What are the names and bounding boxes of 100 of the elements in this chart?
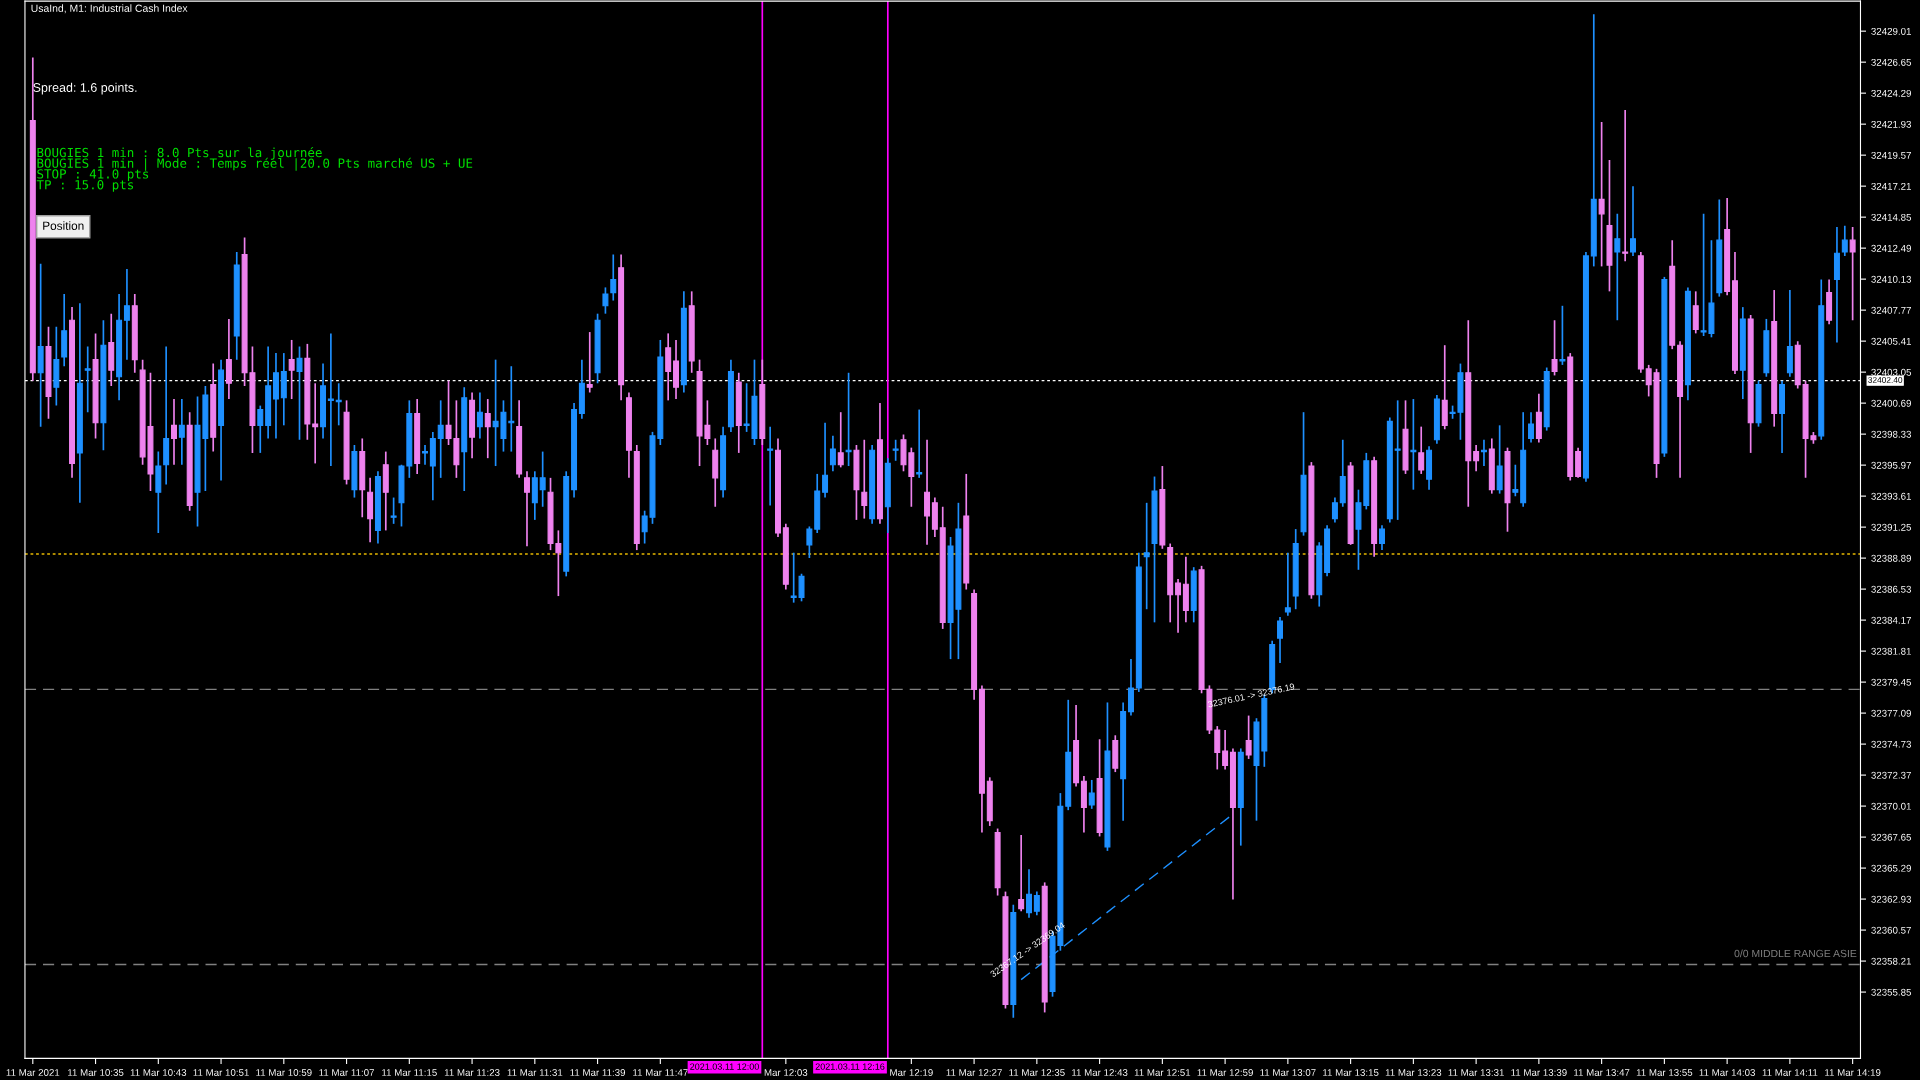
y-tick-label: 32355.85 — [1871, 988, 1912, 996]
y-tick-label: 32381.81 — [1871, 647, 1911, 655]
candlestick — [806, 525, 813, 559]
ref-line-label: 0/0 MIDDLE RANGE ASIE — [1734, 949, 1857, 958]
candlestick — [1473, 444, 1480, 473]
x-tick-label: 11 Mar 12:35 — [1009, 1069, 1065, 1076]
ref-line-label: 2021.03.11 12:00 — [690, 1063, 759, 1070]
candlestick — [476, 391, 483, 440]
candlestick — [312, 382, 319, 465]
candlestick — [296, 345, 303, 441]
x-tick-label: 11 Mar 2021 — [6, 1069, 60, 1076]
candlestick — [327, 332, 334, 467]
y-tick-label: 32400.69 — [1871, 399, 1911, 407]
candlestick — [171, 398, 177, 466]
x-tick-label: Mar 12:03 — [764, 1069, 808, 1076]
y-tick-label: 32405.41 — [1871, 337, 1911, 345]
y-tick-label: 32412.49 — [1871, 244, 1911, 252]
candlestick — [1512, 463, 1519, 498]
annotation: TP : 15.0 pts — [36, 179, 134, 192]
x-tick-label: 11 Mar 12:27 — [946, 1069, 1002, 1076]
candlestick — [437, 399, 444, 479]
candlestick — [861, 438, 868, 520]
y-tick-label: 32386.53 — [1871, 585, 1912, 593]
x-tick-label: 11 Mar 13:15 — [1323, 1069, 1379, 1076]
x-tick-label: 11 Mar 11:31 — [507, 1069, 563, 1076]
candlestick — [1614, 213, 1621, 322]
x-tick-label: 11 Mar 10:59 — [256, 1069, 312, 1076]
y-tick-label: 32391.25 — [1871, 523, 1912, 531]
y-tick-label: 32429.01 — [1871, 27, 1911, 35]
candlestick — [288, 339, 295, 400]
candlestick — [84, 345, 91, 414]
x-tick-label: 11 Mar 12:51 — [1134, 1069, 1191, 1076]
candlestick — [1379, 524, 1385, 551]
candlestick — [539, 450, 546, 508]
candlestick — [924, 438, 931, 546]
chart-title: UsaInd, M1: Industrial Cash Index — [31, 4, 188, 14]
x-tick-label: 11 Mar 11:47 — [633, 1069, 688, 1076]
candlestick — [225, 318, 232, 400]
y-tick-label: 32377.09 — [1871, 709, 1911, 717]
candlestick — [1849, 226, 1856, 322]
candlestick — [1284, 551, 1291, 617]
candlestick — [484, 398, 491, 459]
y-tick-label: 32403.05 — [1871, 368, 1912, 376]
candlestick — [1088, 779, 1095, 810]
candlestick — [1630, 185, 1636, 257]
candlestick — [767, 425, 774, 507]
candlestick — [1480, 438, 1487, 467]
candlestick — [335, 382, 342, 427]
y-tick-label: 32421.93 — [1871, 120, 1912, 128]
y-tick-label: 32407.77 — [1871, 306, 1911, 314]
annotation: 32376.01 -> 32376.19 — [1207, 683, 1295, 708]
candlestick — [1528, 411, 1535, 444]
y-tick-label: 32384.17 — [1871, 616, 1911, 624]
y-tick-label: 32370.01 — [1871, 802, 1911, 810]
candlestick — [829, 434, 836, 473]
y-tick-label: 32360.57 — [1871, 926, 1911, 934]
y-tick-label: 32362.93 — [1871, 895, 1912, 903]
candlestick — [1394, 399, 1401, 521]
candlestick — [1496, 424, 1503, 495]
x-tick-label: 11 Mar 13:31 — [1448, 1069, 1504, 1076]
candlestick — [1622, 109, 1629, 262]
y-tick-label: 32410.13 — [1871, 275, 1912, 283]
candlestick — [178, 398, 185, 466]
candlestick — [1418, 425, 1425, 475]
y-tick-label: 32388.89 — [1871, 554, 1911, 562]
candlestick — [1598, 121, 1605, 268]
candlestick — [602, 286, 609, 315]
x-tick-label: 11 Mar 13:07 — [1260, 1069, 1316, 1076]
candlestick — [916, 408, 923, 479]
candlestick — [1222, 729, 1229, 771]
ref-line-label: 32402.40 — [1868, 377, 1903, 383]
x-tick-label: 11 Mar 14:19 — [1825, 1069, 1881, 1076]
y-tick-label: 32374.73 — [1871, 740, 1912, 748]
x-tick-label: Mar 12:19 — [890, 1069, 933, 1076]
y-tick-label: 32358.21 — [1871, 957, 1911, 965]
x-tick-label: 11 Mar 13:47 — [1574, 1069, 1630, 1076]
y-tick-label: 32426.65 — [1871, 58, 1912, 66]
y-tick-label: 32398.33 — [1871, 430, 1912, 438]
candlestick — [1018, 834, 1025, 913]
annotation: Position — [43, 221, 84, 230]
y-tick-label: 32395.97 — [1871, 461, 1911, 469]
candlestick — [1143, 501, 1150, 611]
x-tick-label: 11 Mar 12:43 — [1072, 1069, 1128, 1076]
x-tick-label: 11 Mar 13:23 — [1385, 1069, 1442, 1076]
ref-line-label: 2021.03.11 12:16 — [815, 1063, 885, 1070]
candlestick — [1245, 714, 1252, 760]
candlestick — [422, 444, 428, 466]
candlestick — [1026, 868, 1032, 919]
x-tick-label: 11 Mar 11:39 — [570, 1069, 626, 1076]
candlestick — [1033, 890, 1040, 917]
candlestick — [586, 331, 593, 394]
candlestick — [892, 438, 899, 462]
y-tick-label: 32414.85 — [1871, 213, 1912, 221]
candlestick — [822, 421, 829, 499]
x-tick-label: 11 Mar 10:43 — [130, 1069, 187, 1076]
candlestick — [1277, 616, 1284, 664]
candlestick — [1551, 319, 1558, 377]
y-tick-label: 32393.61 — [1871, 492, 1911, 500]
candlestick — [665, 332, 672, 402]
x-tick-label: 11 Mar 10:51 — [193, 1069, 249, 1076]
